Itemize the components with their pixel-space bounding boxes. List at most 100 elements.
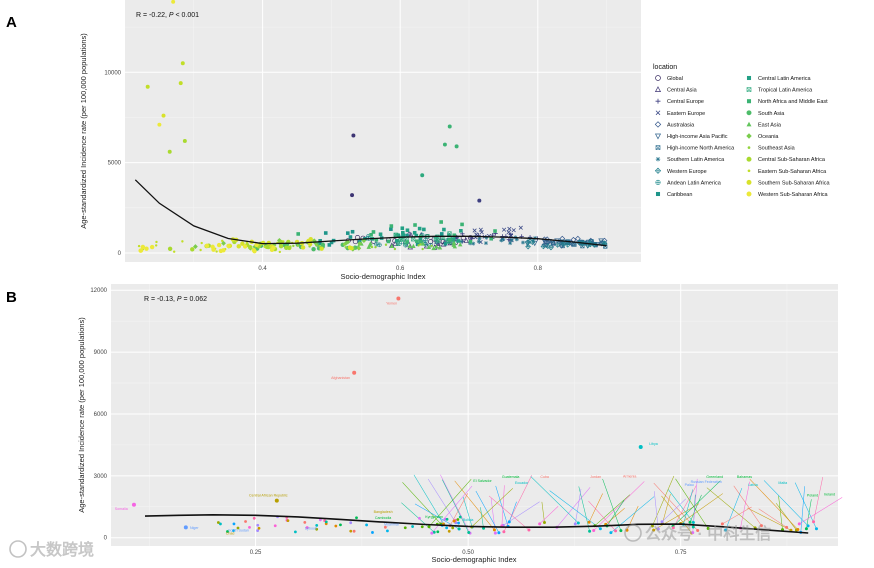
panel-a-data-point <box>138 248 143 253</box>
panel-a-data-point <box>417 244 420 247</box>
panel-b-data-point <box>456 518 460 521</box>
panel-a-data-point <box>357 239 362 243</box>
legend-label: Southern Latin America <box>667 157 725 163</box>
panel-a-p-text: < 0.001 <box>174 12 200 19</box>
panel-b-x-tick-label: 0.50 <box>462 550 474 556</box>
panel-b-data-point <box>273 524 277 528</box>
panel-b-labeled-point <box>352 370 357 375</box>
panel-b-labeled-point <box>274 498 279 503</box>
panel-b-data-point <box>411 525 414 528</box>
panel-a-data-point <box>574 235 581 242</box>
panel-b-data-point <box>244 520 247 523</box>
panel-b-labeled-point <box>131 502 136 507</box>
panel-b-data-point <box>592 529 596 533</box>
legend-label: Central Sub-Saharan Africa <box>758 157 826 163</box>
legend-marker-icon <box>655 179 661 185</box>
panel-b-leader-line <box>763 480 809 527</box>
panel-a-data-point <box>345 231 350 235</box>
panel-b-data-point <box>445 517 449 521</box>
panel-a-data-point <box>506 230 511 235</box>
panel-a-data-point <box>417 226 422 231</box>
panel-a-data-point <box>278 244 284 249</box>
panel-a-data-point <box>266 244 271 250</box>
panel-b-data-point <box>457 527 461 531</box>
panel-a-x-tick-label: 0.4 <box>258 266 267 272</box>
panel-a-data-point <box>327 243 332 247</box>
panel-b-leader-line <box>661 498 687 522</box>
panel-a-data-point <box>296 244 300 247</box>
panel-a-notable-point <box>167 149 172 154</box>
panel-b-leader-line <box>775 502 797 531</box>
panel-a-notable-point <box>178 81 183 86</box>
legend-marker-icon <box>655 156 661 162</box>
panel-b-data-point <box>458 515 462 519</box>
panel-a-data-point <box>292 244 295 248</box>
panel-b-data-point <box>315 527 319 531</box>
panel-b-y-tick-label: 9000 <box>94 350 108 356</box>
legend-marker-icon <box>746 121 752 127</box>
panel-a-data-point <box>167 246 173 251</box>
panel-b-leader-line <box>414 503 460 530</box>
panel-a-data-point <box>476 239 481 244</box>
panel-b-country-label: Jordan <box>590 475 601 479</box>
panel-b-trend-line <box>144 513 809 534</box>
panel-b-leader-line <box>749 478 799 530</box>
panel-b-country-label: Bolivia <box>463 518 474 522</box>
panel-b-country-label: Myanmar <box>384 522 400 526</box>
panel-b-x-tick-label: 0.25 <box>250 550 262 556</box>
panel-b-country-label: Kyrgyzstan <box>425 515 443 519</box>
panel-b-data-point <box>671 526 675 530</box>
panel-a-data-point <box>401 230 405 235</box>
panel-b-data-point <box>493 531 497 535</box>
watermark-left-text: 大数跨境 <box>30 540 94 559</box>
panel-b-y-axis-title: Age-standardized Incidence rate (per 100… <box>77 317 86 513</box>
panel-b-leader-line <box>440 474 471 534</box>
panel-b-country-label: Ecuador <box>515 481 529 485</box>
panel-a-data-point <box>506 237 512 242</box>
panel-a-data-point <box>550 240 556 246</box>
panel-b-data-point <box>349 521 353 525</box>
panel-b-data-point <box>286 519 290 523</box>
panel-a-data-point <box>319 246 324 251</box>
panel-b-plot-background <box>111 284 838 546</box>
legend-marker-icon <box>655 75 661 81</box>
panel-a-data-point <box>437 245 443 250</box>
panel-b-data-point <box>219 522 222 526</box>
panel-a-y-tick-label: 0 <box>118 251 122 257</box>
panel-a-data-point <box>540 243 547 250</box>
panel-a-data-point <box>344 246 347 249</box>
panel-a-data-point <box>483 241 488 246</box>
panel-b-data-point <box>806 524 810 528</box>
panel-a-notable-point <box>442 142 447 147</box>
panel-a-data-point <box>395 241 401 246</box>
panel-b-leader-line <box>740 481 750 529</box>
panel-b-data-point <box>436 530 440 534</box>
panel-a-data-point <box>155 240 158 244</box>
legend-item: Global <box>655 75 683 82</box>
panel-b-country-label: Yemen <box>386 302 397 306</box>
panel-b-leader-line <box>675 478 709 529</box>
panel-a-data-point <box>564 241 571 248</box>
panel-a-data-point <box>221 248 226 253</box>
panel-a-data-point <box>443 242 448 246</box>
panel-b-data-point <box>232 522 236 526</box>
panel-a-data-point <box>415 239 419 244</box>
panel-b-data-point <box>432 530 436 534</box>
panel-a-data-point <box>221 239 224 243</box>
panel-b-leader-line <box>610 496 655 533</box>
panel-b-country-label: Chad <box>226 532 235 536</box>
panel-a-data-point <box>431 245 436 251</box>
panel-a-data-point <box>144 246 149 251</box>
panel-b-y-tick-label: 3000 <box>94 474 108 480</box>
panel-b-data-point <box>383 525 387 529</box>
legend-marker-icon <box>747 146 751 149</box>
panel-b-labeled-point <box>396 296 401 301</box>
panel-a-data-point <box>554 242 561 248</box>
panel-b-data-point <box>451 526 455 530</box>
panel-b-p-text: = 0.062 <box>182 296 208 303</box>
panel-a-data-point <box>541 241 548 248</box>
panel-b-country-label: Cambodia <box>375 516 391 520</box>
legend-marker-icon <box>746 191 752 197</box>
panel-b-data-point <box>386 529 389 533</box>
panel-b-data-point <box>614 529 618 533</box>
